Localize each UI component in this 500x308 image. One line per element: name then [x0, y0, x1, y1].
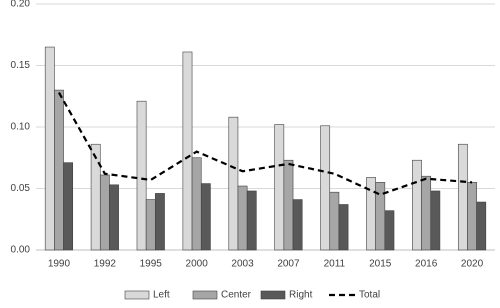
bar [63, 162, 74, 251]
legend-label: Right [289, 290, 313, 301]
bar [237, 185, 248, 251]
bar [200, 183, 211, 251]
bar [292, 199, 303, 251]
y-tick-label: 0.05 [11, 183, 31, 194]
bar [182, 51, 193, 251]
bar [99, 174, 110, 251]
legend-swatch [260, 290, 286, 300]
y-tick-label: 0.10 [11, 122, 31, 133]
bar [246, 190, 257, 251]
bar [109, 184, 119, 251]
y-tick-label: 0.00 [11, 245, 31, 256]
x-tick-label: 2003 [231, 259, 254, 270]
x-tick-label: 2016 [415, 259, 438, 270]
bar [44, 46, 55, 251]
bar [476, 201, 487, 251]
bar [145, 199, 156, 251]
total-line [57, 92, 473, 196]
bar [320, 125, 331, 251]
y-tick-label: 0.15 [11, 60, 31, 71]
x-tick-label: 1995 [140, 259, 163, 270]
legend-label: Center [221, 290, 252, 301]
legend-swatch [192, 290, 218, 300]
bar [228, 116, 239, 251]
x-tick-label: 2015 [369, 259, 392, 270]
bar [136, 100, 147, 251]
y-tick-label: 0.20 [11, 0, 31, 10]
x-tick-label: 2007 [277, 259, 300, 270]
bar [329, 191, 340, 251]
x-tick-label: 2000 [186, 259, 209, 270]
x-tick-label: 1992 [94, 259, 117, 270]
bar [90, 143, 101, 251]
bar [412, 159, 422, 251]
bar [54, 89, 64, 251]
x-tick-label: 2020 [461, 259, 484, 270]
bar [155, 193, 165, 251]
x-tick-label: 1990 [48, 259, 71, 270]
bar [467, 182, 477, 251]
legend-label: Left [153, 290, 170, 301]
x-tick-label: 2011 [324, 259, 346, 270]
bar [191, 157, 202, 251]
bar [274, 124, 285, 251]
legend-swatch [124, 290, 150, 300]
bar [421, 175, 432, 251]
legend-label: Total [359, 290, 380, 301]
bar [430, 190, 441, 251]
bar [338, 204, 349, 251]
bar [457, 143, 468, 251]
bar [283, 159, 294, 251]
bar [384, 210, 395, 251]
